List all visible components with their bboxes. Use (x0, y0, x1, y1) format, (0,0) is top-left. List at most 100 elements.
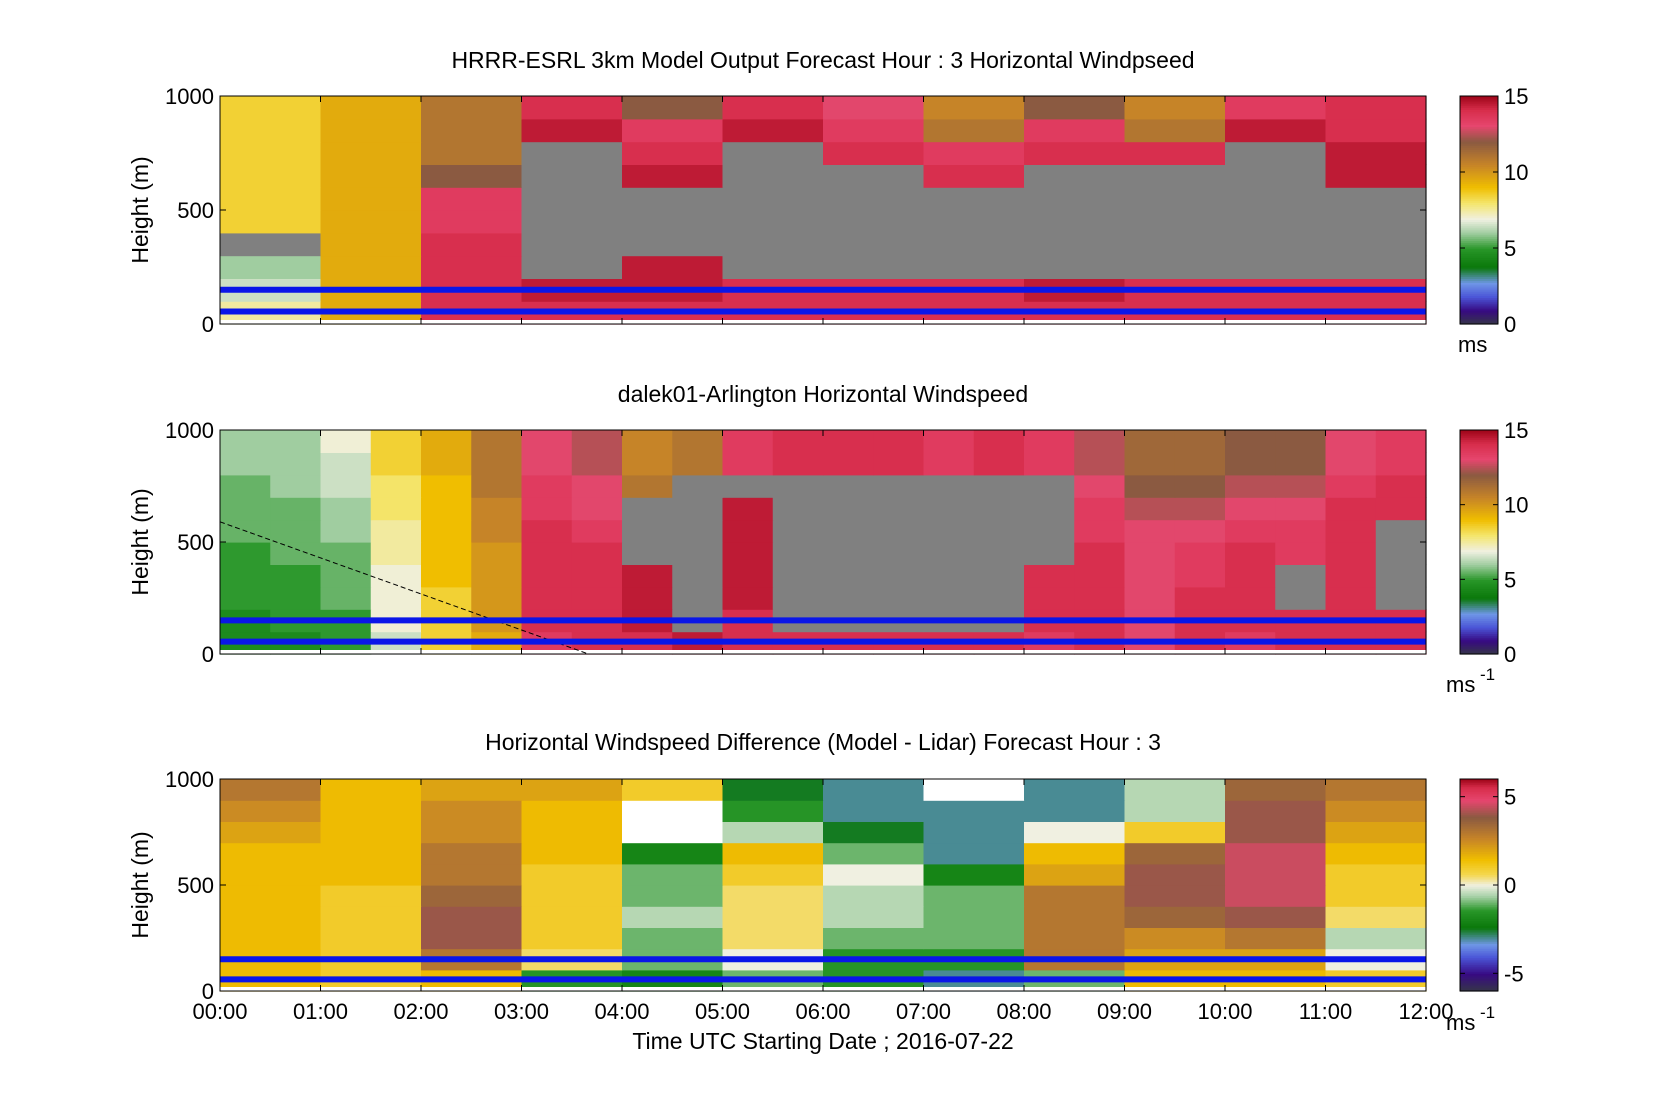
colorbar-tick-label: 0 (1504, 642, 1516, 667)
heatmap-cell (1375, 452, 1427, 476)
x-tick-label: 09:00 (1097, 999, 1152, 1024)
colorbar-segment (1460, 946, 1498, 950)
colorbar-segment (1460, 780, 1498, 784)
heatmap-cell (1325, 497, 1377, 521)
colorbar-segment (1460, 469, 1498, 472)
colorbar-segment (1460, 179, 1498, 183)
colorbar-segment (1460, 510, 1498, 513)
colorbar-segment (1460, 430, 1498, 433)
heatmap-cell (1225, 885, 1327, 907)
heatmap-cell (1225, 255, 1327, 279)
heatmap-cell (722, 474, 774, 498)
heatmap-cell (1225, 96, 1327, 120)
colorbar-segment (1460, 936, 1498, 939)
colorbar-segment (1460, 862, 1498, 865)
heatmap-cell (1325, 452, 1377, 476)
colorbar-segment (1460, 187, 1498, 190)
heatmap-cell (1375, 519, 1427, 543)
colorbar-segment (1460, 592, 1498, 595)
colorbar-segment (1460, 471, 1498, 474)
colorbar-segment (1460, 213, 1498, 217)
colorbar-segment (1460, 646, 1498, 649)
heatmap-cell (220, 255, 322, 279)
colorbar-segment (1460, 525, 1498, 528)
heatmap-cell (521, 187, 623, 211)
colorbar-segment (1460, 506, 1498, 509)
heatmap-cell (320, 564, 372, 588)
colorbar-segment (1460, 562, 1498, 565)
colorbar-segment (1460, 139, 1498, 143)
heatmap-cell (421, 542, 472, 565)
colorbar-segment (1460, 607, 1498, 610)
heatmap-cell (622, 187, 724, 211)
colorbar-segment (1460, 980, 1498, 983)
colorbar-segment (1460, 923, 1498, 927)
colorbar-segment (1460, 909, 1498, 913)
heatmap-cell (1124, 519, 1176, 543)
heatmap-cell (622, 821, 724, 844)
heatmap-cell (521, 232, 623, 257)
y-tick-label: 0 (202, 312, 214, 337)
heatmap-cell (722, 519, 774, 543)
colorbar-segment (1460, 976, 1498, 980)
colorbar-segment (1460, 456, 1498, 459)
colorbar-segment (1460, 105, 1498, 108)
heatmap-cell (320, 430, 372, 453)
colorbar-segment (1460, 556, 1498, 560)
heatmap-cell (1325, 885, 1427, 907)
heatmap-cell (220, 800, 322, 822)
colorbar-segment (1460, 132, 1498, 135)
colorbar-segment (1460, 225, 1498, 228)
heatmap-cell (923, 800, 1025, 822)
colorbar-segment (1460, 322, 1498, 325)
heatmap-cell (1275, 564, 1327, 588)
dashed-reference-line (219, 521, 589, 655)
heatmap-cell (672, 497, 724, 521)
colorbar-segment (1460, 487, 1498, 491)
colorbar-segment (1460, 206, 1498, 209)
colorbar-segment (1460, 278, 1498, 281)
heatmap-cell (1225, 863, 1327, 886)
heatmap-cell (270, 519, 322, 543)
colorbar-segment (1460, 939, 1498, 943)
heatmap-cell (1124, 906, 1226, 928)
x-tick-label: 01:00 (293, 999, 348, 1024)
heatmap-cell (622, 906, 724, 928)
heatmap-cell (521, 542, 573, 565)
heatmap-cell (471, 474, 523, 498)
heatmap-cell (1225, 474, 1276, 498)
colorbar-segment (1460, 200, 1498, 203)
heatmap-cell (772, 497, 824, 521)
colorbar-segment (1460, 842, 1498, 845)
heatmap-cell (923, 232, 1025, 257)
heatmap-cell (923, 187, 1025, 211)
heatmap-cell (622, 800, 724, 822)
colorbar-segment (1460, 989, 1498, 992)
colorbar-segment (1460, 549, 1498, 552)
colorbar-segment (1460, 983, 1498, 987)
heatmap-cell (1325, 906, 1427, 928)
colorbar-segment (1460, 644, 1498, 648)
heatmap-cell (1375, 564, 1427, 588)
colorbar-segment (1460, 823, 1498, 826)
heatmap-cell (220, 141, 322, 165)
heatmap-cell (220, 821, 322, 844)
colorbar-segment (1460, 890, 1498, 893)
colorbar-segment (1460, 198, 1498, 202)
heatmap-cell (1174, 430, 1226, 453)
colorbar-segment (1460, 612, 1498, 616)
heatmap-cell (1124, 863, 1226, 886)
colorbar-segment (1460, 616, 1498, 620)
colorbar-segment (1460, 141, 1498, 145)
colorbar-segment (1460, 798, 1498, 801)
colorbar-segment (1460, 478, 1498, 481)
heatmap-cell (1325, 564, 1377, 588)
colorbar-segment (1460, 883, 1498, 886)
colorbar-segment (1460, 282, 1498, 285)
colorbar-segment (1460, 474, 1498, 478)
panel-title: Horizontal Windspeed Difference (Model -… (485, 729, 1161, 755)
heatmap-cell (1174, 542, 1226, 565)
heatmap-cell (320, 141, 422, 165)
colorbar-segment (1460, 603, 1498, 607)
colorbar-segment (1460, 987, 1498, 990)
